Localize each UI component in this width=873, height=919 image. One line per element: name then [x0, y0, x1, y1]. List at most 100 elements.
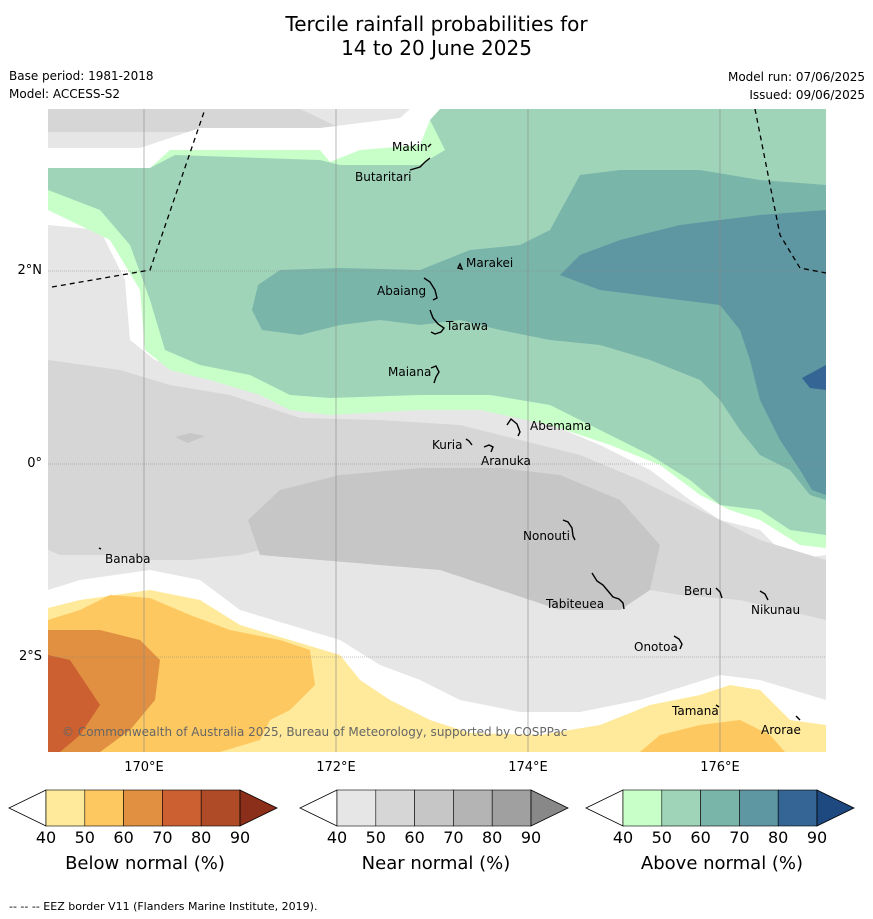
below-50-60-zone-east	[640, 720, 785, 752]
colorbar-label-above: Above normal (%)	[640, 853, 804, 874]
colorbar-segment	[777, 789, 818, 827]
title-line-2: 14 to 20 June 2025	[341, 36, 532, 60]
near-normal-top-zone	[48, 109, 340, 132]
colorbar-tick-label: 90	[229, 828, 251, 847]
label-arorae: Arorae	[761, 723, 801, 737]
island-tamana	[715, 704, 720, 708]
rainfall-map: Makin Butaritari Marakei Abaiang Tarawa …	[48, 109, 826, 752]
near-normal-small-patch	[175, 433, 205, 443]
colorbar-tick-label: 70	[729, 828, 750, 847]
near-normal-60-70-zone	[248, 468, 660, 610]
island-onotoa	[673, 635, 683, 650]
label-kuria: Kuria	[432, 438, 463, 452]
colorbar-near-normal	[299, 789, 569, 827]
colorbar-segment	[414, 789, 454, 827]
island-abaiang	[423, 277, 438, 301]
label-marakei: Marakei	[466, 256, 513, 270]
colorbar-segment	[622, 789, 663, 827]
colorbar-label-below: Below normal (%)	[65, 853, 225, 874]
colorbar-tick-label: 70	[443, 828, 464, 847]
island-tabiteuea	[591, 572, 625, 610]
title-line-1: Tercile rainfall probabilities for	[285, 12, 588, 36]
colorbar-segment	[162, 789, 202, 827]
eez-border-west	[51, 109, 206, 288]
label-butaritari: Butaritari	[355, 170, 412, 184]
colorbar-under-arrow	[8, 789, 47, 827]
island-banaba	[98, 547, 102, 550]
colorbar-tick-label: 80	[482, 828, 503, 847]
colorbar-segment	[336, 789, 377, 827]
colorbar-tick-label: 90	[520, 828, 542, 847]
label-tarawa: Tarawa	[445, 319, 488, 333]
model-run: Model run: 07/06/2025	[727, 70, 865, 84]
colorbar-tick-label: 40	[612, 828, 634, 847]
label-makin: Makin	[392, 140, 428, 154]
colorbar-segment	[491, 789, 532, 827]
colorbar-over-arrow	[816, 789, 855, 827]
label-abemama: Abemama	[530, 419, 591, 433]
chart-title: Tercile rainfall probabilities for 14 to…	[0, 12, 873, 60]
colorbar-over-arrow	[530, 789, 569, 827]
island-outlines	[98, 143, 801, 721]
lon-label-170e: 170°E	[124, 760, 164, 775]
island-kuria	[465, 438, 473, 446]
island-tarawa	[429, 309, 446, 335]
island-aranuka	[483, 444, 494, 453]
island-makin	[427, 143, 432, 148]
colorbar-segment	[700, 789, 740, 827]
colorbar-segment	[661, 789, 701, 827]
lat-label-2n: 2°N	[17, 263, 43, 278]
label-abaiang: Abaiang	[377, 284, 426, 298]
graticule	[48, 109, 826, 752]
colorbar-tick-label: 40	[35, 828, 57, 847]
lat-label-0: 0°	[27, 456, 42, 471]
label-maiana: Maiana	[388, 365, 431, 379]
island-beru	[715, 587, 723, 599]
label-tamana: Tamana	[671, 704, 719, 718]
below-70-80-zone	[48, 655, 100, 752]
colorbar-segment	[123, 789, 163, 827]
label-onotoa: Onotoa	[634, 640, 678, 654]
colorbar-tick-label: 50	[365, 828, 386, 847]
island-marakei	[456, 262, 464, 271]
eez-border-east	[754, 109, 826, 274]
label-banaba: Banaba	[105, 552, 151, 566]
colorbar-segment	[45, 789, 86, 827]
colorbar-segment	[739, 789, 779, 827]
colorbar-over-arrow	[239, 789, 278, 827]
above-70-80-zone	[560, 210, 826, 495]
base-period: Base period: 1981-2018	[9, 69, 154, 83]
colorbar-segment	[375, 789, 415, 827]
colorbar-tick-label: 90	[806, 828, 828, 847]
island-butaritari	[409, 157, 431, 171]
colorbar-under-arrow	[585, 789, 624, 827]
copyright-notice: © Commonwealth of Australia 2025, Bureau…	[62, 725, 567, 739]
place-labels: Makin Butaritari Marakei Abaiang Tarawa …	[105, 140, 801, 737]
island-arorae	[795, 715, 801, 721]
model-name: Model: ACCESS-S2	[9, 87, 121, 101]
label-nikunau: Nikunau	[751, 603, 800, 617]
colorbar-under-arrow	[299, 789, 338, 827]
colorbar-segment	[453, 789, 493, 827]
lon-label-172e: 172°E	[316, 760, 356, 775]
colorbar-tick-label: 40	[326, 828, 348, 847]
colorbar-tick-label: 60	[113, 828, 134, 847]
colorbar-tick-label: 70	[152, 828, 173, 847]
colorbar-above-normal	[585, 789, 855, 827]
label-nonouti: Nonouti	[523, 529, 570, 543]
island-maiana	[430, 365, 440, 384]
island-nikunau	[759, 590, 769, 601]
lon-label-174e: 174°E	[508, 760, 548, 775]
colorbar-tick-label: 50	[651, 828, 672, 847]
eez-footnote: -- -- -- EEZ border V11 (Flanders Marine…	[9, 900, 318, 913]
colorbar-tick-label: 60	[690, 828, 711, 847]
colorbar-tick-label: 60	[404, 828, 425, 847]
eez-borders	[51, 109, 826, 288]
label-beru: Beru	[684, 584, 712, 598]
colorbar-segment	[84, 789, 124, 827]
island-abemama	[506, 417, 521, 437]
lon-label-176e: 176°E	[700, 760, 740, 775]
colorbar-tick-label: 80	[768, 828, 789, 847]
colorbar-label-near: Near normal (%)	[361, 853, 511, 874]
label-tabiteuea: Tabiteuea	[545, 597, 604, 611]
